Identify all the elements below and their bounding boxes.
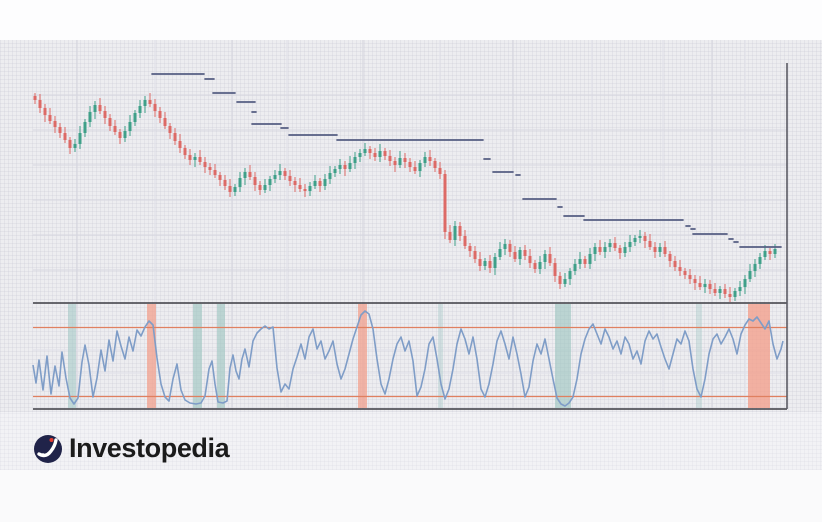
investopedia-logo-icon <box>34 434 62 463</box>
footer-grid-texture <box>0 412 822 470</box>
chart-region <box>0 40 822 412</box>
footer: Investopedia <box>0 412 822 522</box>
top-margin <box>0 0 822 40</box>
chart-svg <box>32 40 788 410</box>
investopedia-logo: Investopedia <box>33 433 230 464</box>
investopedia-logo-text: Investopedia <box>69 433 230 463</box>
